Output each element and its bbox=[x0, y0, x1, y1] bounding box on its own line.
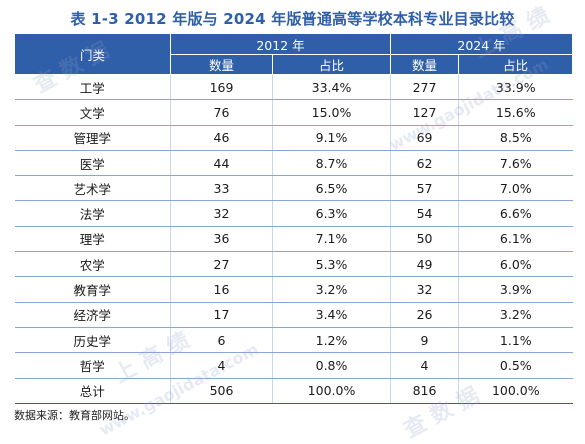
row-share-2024: 7.6% bbox=[458, 150, 573, 177]
table-row-total: 总计 506 100.0% 816 100.0% bbox=[14, 378, 573, 404]
header-share-2024: 占比 bbox=[458, 54, 574, 75]
source-note: 数据来源：教育部网站。 bbox=[14, 409, 135, 422]
row-share-2024: 8.5% bbox=[458, 125, 573, 151]
row-category: 总计 bbox=[14, 378, 171, 404]
row-count-2012: 506 bbox=[170, 378, 273, 404]
row-share-2012: 33.4% bbox=[271, 74, 391, 101]
row-count-2012: 36 bbox=[170, 226, 273, 253]
table-row: 农学 27 5.3% 49 6.0% bbox=[14, 251, 573, 278]
row-share-2012: 1.2% bbox=[271, 327, 391, 354]
header-share-2012: 占比 bbox=[271, 54, 392, 75]
row-share-2012: 6.3% bbox=[271, 200, 391, 227]
row-count-2012: 16 bbox=[170, 276, 273, 303]
row-share-2012: 6.5% bbox=[271, 175, 391, 202]
header-year-2024: 2024 年 bbox=[390, 33, 574, 55]
row-share-2024: 33.9% bbox=[458, 74, 573, 101]
table-row: 理学 36 7.1% 50 6.1% bbox=[14, 226, 573, 253]
table-row: 艺术学 33 6.5% 57 7.0% bbox=[14, 175, 573, 202]
row-share-2012: 7.1% bbox=[271, 226, 391, 253]
table-title: 表 1-3 2012 年版与 2024 年版普通高等学校本科专业目录比较 bbox=[70, 10, 515, 28]
row-count-2012: 169 bbox=[170, 74, 273, 101]
row-share-2012: 3.4% bbox=[271, 302, 391, 328]
row-share-2024: 3.2% bbox=[458, 302, 573, 328]
row-share-2024: 6.6% bbox=[458, 200, 573, 227]
table-row: 历史学 6 1.2% 9 1.1% bbox=[14, 327, 573, 354]
row-share-2024: 15.6% bbox=[458, 99, 573, 126]
row-share-2024: 100.0% bbox=[458, 378, 573, 404]
comparison-table-wrap: 门类 2012 年 2024 年 数量 占比 数量 占比 工学 169 33.4% 2… bbox=[14, 33, 574, 404]
row-count-2012: 27 bbox=[170, 251, 273, 278]
row-count-2012: 46 bbox=[170, 125, 273, 151]
row-count-2024: 62 bbox=[390, 150, 459, 177]
table-row: 教育学 16 3.2% 32 3.9% bbox=[14, 276, 573, 303]
header-count-2024: 数量 bbox=[390, 54, 460, 75]
row-count-2024: 32 bbox=[390, 276, 459, 303]
row-share-2012: 15.0% bbox=[271, 99, 391, 126]
row-count-2024: 127 bbox=[390, 99, 459, 126]
row-share-2024: 6.0% bbox=[458, 251, 573, 278]
comparison-table: 门类 2012 年 2024 年 数量 占比 数量 占比 工学 169 33.4% 2… bbox=[14, 33, 574, 404]
row-share-2024: 0.5% bbox=[458, 352, 573, 379]
row-count-2012: 76 bbox=[170, 99, 273, 126]
row-count-2024: 277 bbox=[390, 74, 459, 101]
header-year-2012: 2012 年 bbox=[169, 33, 392, 55]
row-count-2024: 26 bbox=[390, 302, 459, 328]
row-count-2012: 32 bbox=[170, 200, 273, 227]
row-share-2012: 0.8% bbox=[271, 352, 391, 379]
row-count-2024: 69 bbox=[390, 125, 459, 151]
row-count-2012: 33 bbox=[170, 175, 273, 202]
table-row: 哲学 4 0.8% 4 0.5% bbox=[14, 352, 573, 379]
header-category: 门类 bbox=[14, 33, 171, 75]
row-count-2012: 17 bbox=[170, 302, 273, 328]
table-row: 医学 44 8.7% 62 7.6% bbox=[14, 150, 573, 177]
row-share-2012: 5.3% bbox=[271, 251, 391, 278]
row-category: 经济学 bbox=[14, 302, 171, 328]
row-share-2012: 9.1% bbox=[271, 125, 391, 151]
table-row: 工学 169 33.4% 277 33.9% bbox=[14, 74, 573, 101]
row-share-2012: 8.7% bbox=[271, 150, 391, 177]
row-share-2024: 7.0% bbox=[458, 175, 573, 202]
row-count-2012: 44 bbox=[170, 150, 273, 177]
row-count-2024: 4 bbox=[390, 352, 459, 379]
row-count-2024: 54 bbox=[390, 200, 459, 227]
table-row: 法学 32 6.3% 54 6.6% bbox=[14, 200, 573, 227]
row-category: 历史学 bbox=[14, 327, 171, 354]
row-share-2012: 3.2% bbox=[271, 276, 391, 303]
header-count-2012: 数量 bbox=[170, 54, 273, 75]
table-body: 工学 169 33.4% 277 33.9% 文学 76 15.0% 127 15.6% 管理学… bbox=[14, 74, 573, 404]
table-row: 管理学 46 9.1% 69 8.5% bbox=[14, 125, 573, 151]
row-count-2012: 4 bbox=[170, 352, 273, 379]
row-share-2024: 3.9% bbox=[458, 276, 573, 303]
row-category: 工学 bbox=[14, 74, 171, 101]
row-count-2024: 50 bbox=[390, 226, 459, 253]
row-count-2024: 49 bbox=[390, 251, 459, 278]
row-count-2024: 9 bbox=[390, 327, 459, 354]
row-category: 法学 bbox=[14, 200, 171, 227]
row-count-2024: 816 bbox=[390, 378, 459, 404]
row-category: 教育学 bbox=[14, 276, 171, 303]
row-count-2012: 6 bbox=[170, 327, 273, 354]
row-category: 管理学 bbox=[14, 125, 171, 151]
row-category: 理学 bbox=[14, 226, 171, 253]
row-share-2024: 1.1% bbox=[458, 327, 573, 354]
row-category: 农学 bbox=[14, 251, 171, 278]
row-category: 艺术学 bbox=[14, 175, 171, 202]
row-category: 哲学 bbox=[14, 352, 171, 379]
row-share-2024: 6.1% bbox=[458, 226, 573, 253]
table-row: 文学 76 15.0% 127 15.6% bbox=[14, 99, 573, 126]
table-row: 经济学 17 3.4% 26 3.2% bbox=[14, 302, 573, 328]
row-category: 文学 bbox=[14, 99, 171, 126]
row-count-2024: 57 bbox=[390, 175, 459, 202]
row-share-2012: 100.0% bbox=[271, 378, 391, 404]
row-category: 医学 bbox=[14, 150, 171, 177]
